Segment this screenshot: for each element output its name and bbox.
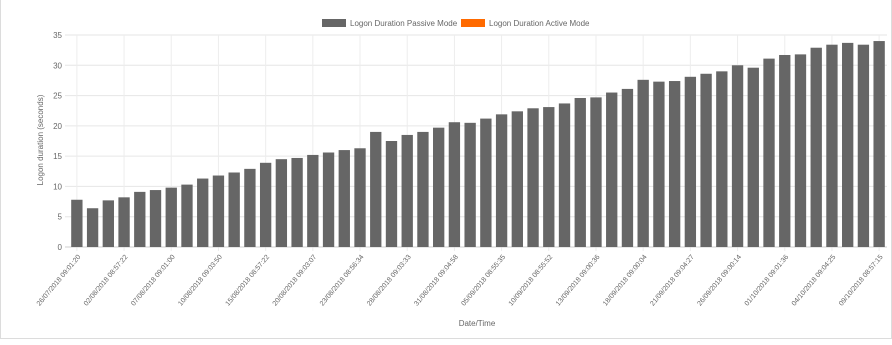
x-tick-label: 13/09/2018 09:00:36 <box>555 254 602 308</box>
bar[interactable] <box>826 44 838 247</box>
y-tick-label: 20 <box>53 122 62 131</box>
bar[interactable] <box>291 157 303 247</box>
bar[interactable] <box>810 47 822 247</box>
y-tick-label: 15 <box>53 152 62 161</box>
bar[interactable] <box>338 150 350 247</box>
bar[interactable] <box>464 122 476 247</box>
bar[interactable] <box>244 168 256 247</box>
bar[interactable] <box>448 122 461 247</box>
bar[interactable] <box>668 81 681 247</box>
y-tick-label: 0 <box>58 243 63 252</box>
y-tick-label: 25 <box>53 92 62 101</box>
x-tick-label: 10/08/2018 09:03:50 <box>177 254 224 308</box>
legend-label: Logon Duration Active Mode <box>489 19 590 28</box>
bar[interactable] <box>102 200 114 247</box>
x-axis-label: Date/Time <box>459 319 496 328</box>
x-tick-label: 09/10/2018 08:57:15 <box>838 254 885 308</box>
bar[interactable] <box>385 141 398 247</box>
x-tick-label: 26/07/2018 09:01:20 <box>36 254 83 308</box>
bar[interactable] <box>700 73 712 247</box>
y-tick-label: 10 <box>53 182 62 191</box>
legend-swatch <box>461 19 485 27</box>
bar[interactable] <box>181 184 193 247</box>
bar[interactable] <box>307 154 319 247</box>
bar[interactable] <box>794 54 807 247</box>
bar[interactable] <box>228 172 240 247</box>
x-tick-label: 10/09/2018 08:55:52 <box>508 254 555 308</box>
x-tick-label: 05/09/2018 08:55:35 <box>460 254 507 308</box>
bar[interactable] <box>71 199 83 247</box>
bar-series <box>71 41 885 248</box>
bar[interactable] <box>322 152 335 247</box>
bar[interactable] <box>197 178 209 247</box>
bar[interactable] <box>637 79 649 247</box>
bar[interactable] <box>574 97 586 247</box>
bar[interactable] <box>370 131 382 247</box>
bar[interactable] <box>716 71 728 247</box>
bar[interactable] <box>118 197 130 247</box>
bar[interactable] <box>763 58 775 247</box>
bar[interactable] <box>149 190 162 247</box>
bar[interactable] <box>86 208 99 247</box>
bar[interactable] <box>873 41 885 247</box>
y-tick-label: 5 <box>58 213 63 222</box>
bar[interactable] <box>417 131 429 247</box>
x-tick-label: 01/10/2018 09:01:36 <box>744 254 791 308</box>
y-tick-label: 30 <box>53 61 62 70</box>
bar[interactable] <box>590 97 602 247</box>
x-tick-label: 26/09/2018 09:00:14 <box>696 254 743 308</box>
y-axis-label: Logon duration (seconds) <box>36 94 45 185</box>
bar[interactable] <box>684 76 697 248</box>
x-axis-ticks: 26/07/2018 09:01:20 02/08/2018 08:57:22 07… <box>36 254 885 308</box>
legend-swatch <box>322 19 346 27</box>
bar[interactable] <box>779 54 791 247</box>
bar[interactable] <box>495 114 508 247</box>
y-tick-label: 35 <box>53 31 62 40</box>
bar[interactable] <box>354 148 366 247</box>
x-tick-label: 20/08/2018 09:03:07 <box>272 254 319 308</box>
bar[interactable] <box>606 92 618 248</box>
bar[interactable] <box>543 107 555 247</box>
bar[interactable] <box>621 88 634 247</box>
legend-label: Logon Duration Passive Mode <box>350 19 458 28</box>
bar[interactable] <box>842 42 854 248</box>
bar[interactable] <box>558 103 571 248</box>
bar[interactable] <box>747 67 759 247</box>
bar[interactable] <box>511 111 523 247</box>
legend-item[interactable]: Logon Duration Active Mode <box>461 19 590 28</box>
x-tick-label: 15/08/2018 08:57:22 <box>225 254 272 308</box>
bar[interactable] <box>259 162 272 247</box>
bar[interactable] <box>134 191 146 247</box>
x-tick-label: 18/09/2018 09:00:04 <box>602 254 649 308</box>
bar[interactable] <box>212 175 225 247</box>
x-tick-label: 31/08/2018 09:04:58 <box>413 254 460 308</box>
bar[interactable] <box>653 81 665 247</box>
x-tick-label: 02/08/2018 08:57:22 <box>83 254 130 308</box>
bar[interactable] <box>527 108 539 247</box>
x-tick-label: 07/08/2018 09:01:00 <box>130 254 177 308</box>
x-tick-label: 04/10/2018 09:04:25 <box>791 254 838 308</box>
bar[interactable] <box>731 65 744 248</box>
bar[interactable] <box>857 44 870 247</box>
bar[interactable] <box>165 187 177 247</box>
bar[interactable] <box>401 134 413 247</box>
chart-legend: Logon Duration Passive Mode Logon Duratio… <box>322 19 590 28</box>
bar[interactable] <box>480 118 492 248</box>
x-tick-label: 28/08/2018 09:03:33 <box>366 254 413 308</box>
x-tick-label: 21/09/2018 09:04:27 <box>649 254 696 308</box>
y-axis-ticks: 0 5 10 15 20 25 30 35 <box>53 31 62 252</box>
legend-item[interactable]: Logon Duration Passive Mode <box>322 19 458 28</box>
bar[interactable] <box>433 127 445 247</box>
bar[interactable] <box>275 159 288 247</box>
x-tick-label: 23/08/2018 08:56:34 <box>319 254 366 308</box>
